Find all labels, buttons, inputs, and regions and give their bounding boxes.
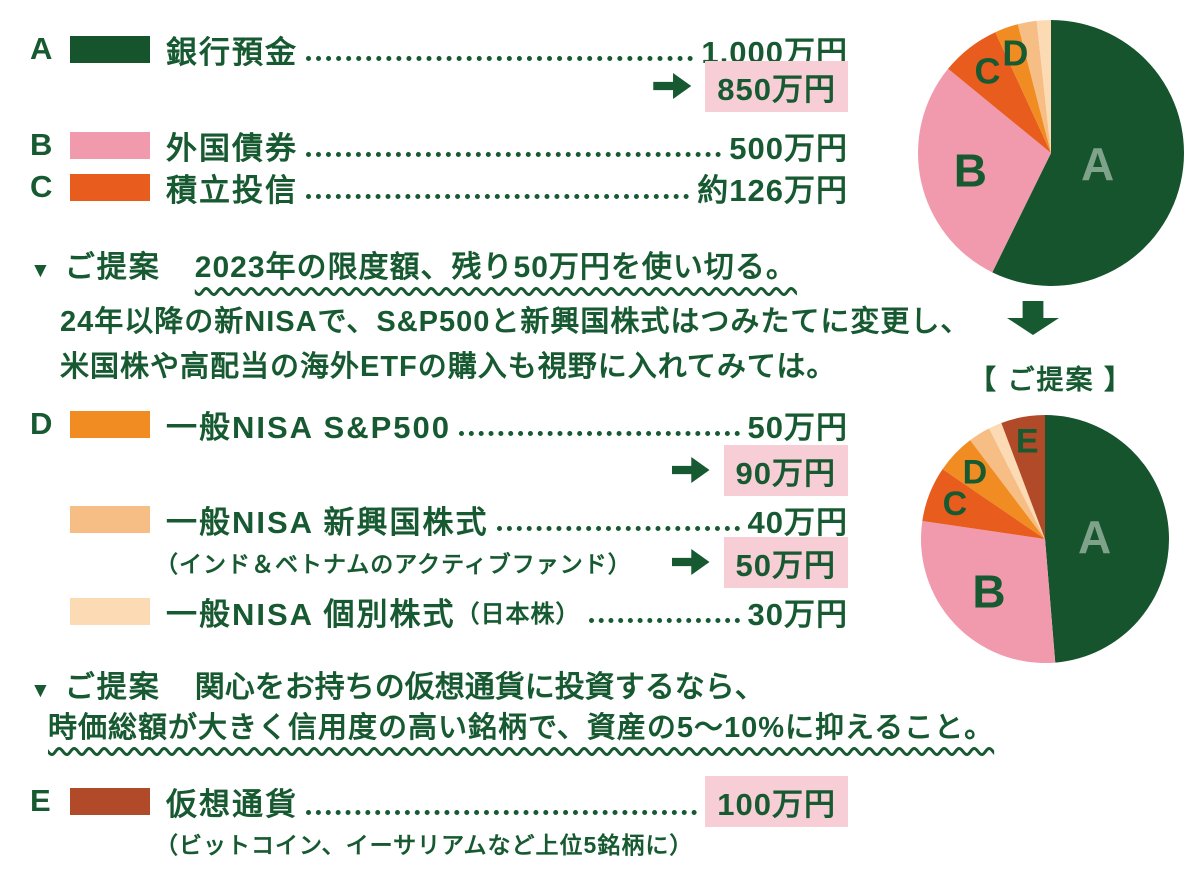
legend-letter-a: A (30, 31, 53, 66)
legend-value-nisa-individual: 30万円 (747, 596, 848, 632)
pie-slice-C (922, 469, 1045, 539)
pie-slice-E (1001, 415, 1045, 539)
arrow-right-icon (671, 549, 710, 575)
nisa-sp500-new-value: 90万円 (723, 444, 848, 496)
pie-slice-label-C: C (975, 50, 1001, 91)
pie-slice-B (918, 68, 1051, 273)
legend-row-foreign-bonds: B 外国債券 500万円 (30, 124, 848, 166)
pie-slice-minor (989, 422, 1045, 539)
proposal-pie-caption: 【 ご提案 】 (968, 365, 1133, 395)
swatch-tsumitate-fund (70, 173, 150, 201)
legend-label-nisa-individual: 一般NISA 個別株式 (166, 596, 456, 632)
legend-label-nisa-sp500: 一般NISA S&P500 (166, 409, 451, 445)
legend-letter-d: D (30, 406, 53, 441)
pie-slice-label-A: A (1081, 138, 1114, 190)
arrow-down-icon (1007, 301, 1059, 335)
pie-slice-D (995, 24, 1051, 153)
legend-letter-c: C (30, 169, 53, 204)
nisa-emerging-note: （インド＆ベトナムのアクティブファンド） (155, 551, 632, 577)
pie-slice-D (942, 440, 1045, 539)
crypto-note: （ビットコイン、イーサリアムなど上位5銘柄に） (155, 832, 694, 858)
swatch-crypto (70, 787, 150, 815)
swatch-nisa-individual (70, 597, 150, 625)
bank-deposit-new-value-row: 850万円 (653, 60, 848, 112)
bank-deposit-new-value: 850万円 (705, 60, 848, 112)
proposal1-heading: ▼ ご提案 2023年の限度額、残り50万円を使い切る。 (30, 242, 797, 286)
dotted-leader (496, 526, 740, 531)
legend-row-nisa-individual: 一般NISA 個別株式 （日本株） 30万円 (30, 590, 848, 632)
legend-row-crypto: E 仮想通貨 100万円 (30, 775, 848, 827)
legend-value-foreign-bonds: 500万円 (729, 130, 848, 166)
triangle-marker-icon: ▼ (30, 259, 51, 282)
legend-label-bank-deposit: 銀行預金 (166, 34, 298, 70)
proposal1-headline: 2023年の限度額、残り50万円を使い切る。 (194, 251, 797, 284)
proposal2-heading: ▼ ご提案 関心をお持ちの仮想通貨に投資するなら、 (30, 662, 765, 706)
swatch-bank-deposit (70, 35, 150, 63)
proposal2-title: ご提案 (64, 671, 161, 704)
legend-value-tsumitate-fund: 約126万円 (697, 172, 848, 208)
legend-label-nisa-emerging: 一般NISA 新興国株式 (166, 504, 489, 540)
swatch-nisa-sp500 (70, 410, 150, 438)
pie-slice-label-B: B (954, 145, 987, 197)
legend-label-tsumitate-fund: 積立投信 (166, 172, 298, 208)
legend-row-nisa-sp500: D 一般NISA S&P500 50万円 (30, 403, 848, 445)
pie-slice-A (992, 20, 1184, 286)
pie-slice-label-D: D (963, 453, 988, 491)
legend-label-foreign-bonds: 外国債券 (166, 130, 298, 166)
dotted-leader (459, 431, 740, 436)
nisa-sp500-new-value-row: 90万円 (671, 444, 848, 496)
swatch-nisa-emerging (70, 505, 150, 533)
pie-slice-minor (970, 428, 1045, 539)
dotted-leader (306, 56, 694, 61)
legend-value-nisa-emerging: 40万円 (747, 504, 848, 540)
pie-slice-minor (1017, 20, 1051, 153)
pie-chart-proposed: A B CDE (921, 415, 1169, 663)
dotted-leader (306, 810, 698, 815)
proposal1-body-line2: 米国株や高配当の海外ETFの購入も視野に入れてみては。 (60, 351, 837, 383)
pie-slice-minor (1036, 20, 1051, 153)
legend-label-nisa-individual-suffix: （日本株） (455, 600, 581, 628)
legend-label-crypto: 仮想通貨 (166, 786, 298, 822)
arrow-right-icon (671, 457, 710, 483)
proposal1-title: ご提案 (64, 251, 161, 284)
pie-slice-label-B: B (972, 566, 1005, 618)
arrow-right-icon (653, 73, 692, 99)
triangle-marker-icon: ▼ (30, 679, 51, 702)
nisa-emerging-new-value: 50万円 (723, 536, 848, 588)
pie-slice-label-E: E (1016, 422, 1039, 460)
legend-letter-e: E (30, 783, 51, 818)
pie-slice-label-D: D (1002, 32, 1028, 73)
pie-chart-current: A B C D (918, 20, 1184, 286)
dotted-leader (306, 194, 690, 199)
legend-row-nisa-emerging: 一般NISA 新興国株式 40万円 (30, 498, 848, 540)
legend-letter-b: B (30, 127, 53, 162)
dotted-leader (306, 152, 722, 157)
pie-slice-C (948, 32, 1051, 154)
pie-slice-A (1045, 415, 1169, 663)
pie-slice-label-C: C (943, 485, 968, 523)
pie-slice-label-A: A (1078, 511, 1111, 563)
proposal1-body-line1: 24年以降の新NISAで、S&P500と新興国株式はつみたてに変更し、 (60, 306, 971, 338)
proposal2-line1: 関心をお持ちの仮想通貨に投資するなら、 (194, 671, 765, 704)
swatch-foreign-bonds (70, 131, 150, 159)
pie-slice-B (921, 520, 1056, 663)
proposal2-line2: 時価総額が大きく信用度の高い銘柄で、資産の5～10%に抑えること。 (48, 712, 995, 744)
legend-row-tsumitate-fund: C 積立投信 約126万円 (30, 166, 848, 208)
legend-value-nisa-sp500: 50万円 (747, 409, 848, 445)
legend-value-crypto: 100万円 (705, 775, 848, 827)
nisa-emerging-sub-row: （インド＆ベトナムのアクティブファンド） 50万円 (155, 536, 848, 588)
dotted-leader (588, 618, 740, 623)
